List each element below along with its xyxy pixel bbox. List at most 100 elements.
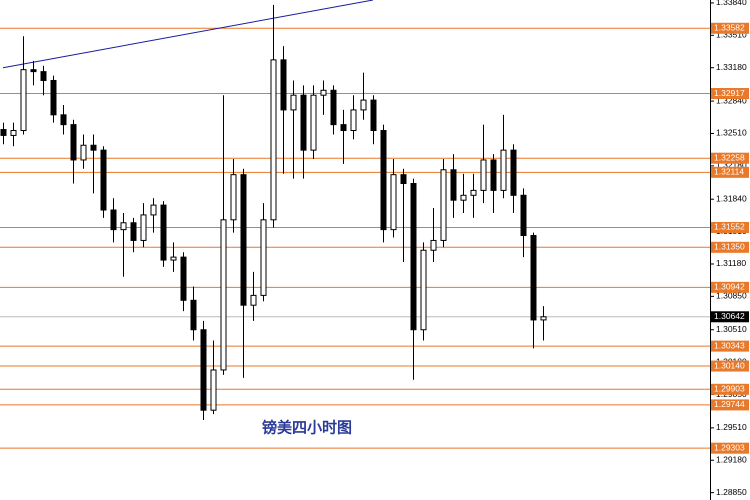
candle-body <box>350 109 357 132</box>
y-tick-label: 1.31840 <box>716 193 747 203</box>
y-tick-label: 1.31180 <box>716 258 746 268</box>
y-tick-label: 1.28850 <box>716 487 747 497</box>
level-label: 1.29903 <box>714 384 745 394</box>
level-label-box <box>711 442 749 454</box>
candles <box>0 0 547 421</box>
candle-body <box>360 99 367 111</box>
level-label-box <box>711 340 749 352</box>
level-label: 1.31350 <box>714 242 745 252</box>
candle-body <box>130 222 137 241</box>
candle-body <box>250 294 257 306</box>
level-label-box <box>711 152 749 164</box>
annotation: 镑美四小时图 <box>262 419 352 437</box>
candle-body <box>460 194 467 201</box>
levels <box>0 27 710 449</box>
candle-body <box>420 249 427 331</box>
candle-body <box>410 183 417 331</box>
candle-body <box>380 130 387 231</box>
level-label-box <box>711 383 749 395</box>
candle-body <box>150 204 157 216</box>
level-label-box <box>711 166 749 178</box>
candle-body <box>290 94 297 111</box>
candle-body <box>170 256 177 261</box>
current-price-label: 1.30642 <box>714 311 745 321</box>
candle-body <box>310 94 317 151</box>
candle-body <box>470 189 477 196</box>
y-tick-label: 1.30510 <box>716 324 747 334</box>
level-label-box <box>711 22 749 34</box>
candle-body <box>520 194 527 237</box>
candle-body <box>430 239 437 251</box>
level-label: 1.32114 <box>714 167 744 177</box>
y-tick-label: 1.32510 <box>716 128 747 138</box>
candle-body <box>100 149 107 211</box>
candle-body <box>320 89 327 96</box>
candle-body <box>510 149 517 196</box>
level-label-box <box>711 399 749 411</box>
candle-body <box>330 89 337 126</box>
y-tick-label: 1.29510 <box>716 422 747 432</box>
level-label: 1.32917 <box>714 88 745 98</box>
candle-body <box>120 222 127 231</box>
current-price-box <box>711 311 749 323</box>
candle-body <box>300 94 307 151</box>
candle-body <box>70 124 77 161</box>
candle-body <box>440 169 447 241</box>
candle-body <box>540 316 547 321</box>
candle-body <box>500 149 507 191</box>
candle-body <box>200 329 207 411</box>
candle-body <box>140 214 147 241</box>
candle-body <box>110 209 117 231</box>
y-tick-label: 1.33510 <box>716 30 747 40</box>
candle-body <box>30 69 37 73</box>
candle-body <box>180 256 187 301</box>
y-tick-label: 1.32840 <box>716 95 747 105</box>
candle-body <box>40 71 47 81</box>
candle-body <box>390 174 397 231</box>
candle-body <box>190 299 197 331</box>
y-tick-label: 1.29180 <box>716 455 747 465</box>
level-label: 1.31552 <box>714 222 745 232</box>
candle-body <box>340 124 347 132</box>
y-tick-label: 1.30850 <box>716 291 747 301</box>
level-label-box <box>711 88 749 100</box>
level-label: 1.29303 <box>714 442 745 452</box>
candle-body <box>220 219 227 371</box>
level-label-box <box>711 281 749 293</box>
y-tick-label: 1.33840 <box>716 0 747 7</box>
candle-body <box>160 204 167 261</box>
level-label: 1.33582 <box>714 23 745 33</box>
candle-body <box>400 174 407 185</box>
candle-body <box>90 144 97 151</box>
candle-body <box>0 129 7 136</box>
candle-body <box>270 59 277 221</box>
candle-body <box>490 159 497 191</box>
candle-body <box>260 219 267 296</box>
level-label: 1.29744 <box>714 399 745 409</box>
candle-body <box>370 99 377 132</box>
level-label-box <box>711 241 749 253</box>
candle-body <box>50 79 57 116</box>
candle-body <box>60 114 67 126</box>
trendline <box>2 0 374 69</box>
candle-body <box>10 130 17 136</box>
level-label: 1.32258 <box>714 152 745 162</box>
level-label-box <box>711 221 749 233</box>
y-tick-label: 1.33180 <box>716 62 747 72</box>
y-tick-label: 1.32180 <box>716 160 747 170</box>
candle-body <box>80 144 87 161</box>
candle-body <box>20 69 27 132</box>
candle-body <box>230 174 237 221</box>
candle-body <box>280 59 287 111</box>
candle-body <box>240 174 247 306</box>
candle-body <box>450 169 457 201</box>
level-label-box <box>711 360 749 372</box>
candle-body <box>480 159 487 191</box>
level-label: 1.30343 <box>714 340 745 350</box>
candle-body <box>530 235 537 321</box>
level-label: 1.30140 <box>714 360 745 370</box>
level-label: 1.30942 <box>714 282 745 292</box>
axis-labels: 1.33840 1.33510 1.33180 1.32840 1.32510 1.321… <box>710 0 749 497</box>
